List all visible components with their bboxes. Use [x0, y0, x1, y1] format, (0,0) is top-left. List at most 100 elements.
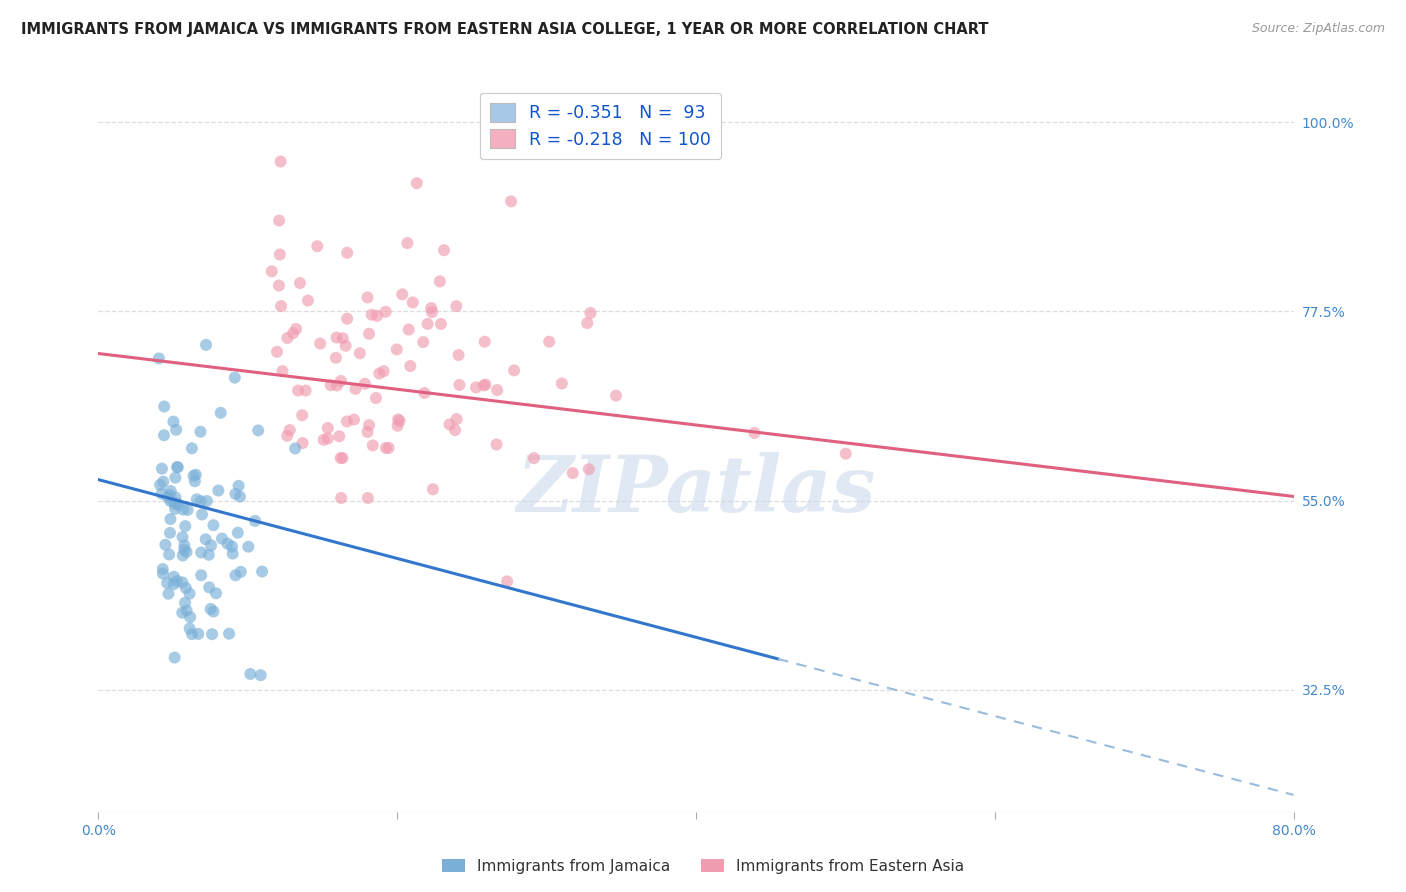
- Point: [260, 264, 283, 278]
- Point: [238, 540, 260, 554]
- Point: [166, 496, 188, 510]
- Point: [172, 606, 194, 620]
- Point: [269, 247, 291, 261]
- Point: [157, 587, 180, 601]
- Point: [523, 451, 546, 466]
- Point: [162, 415, 184, 429]
- Point: [156, 576, 179, 591]
- Point: [316, 432, 339, 446]
- Point: [152, 475, 174, 489]
- Point: [271, 364, 294, 378]
- Point: [433, 243, 456, 257]
- Point: [326, 378, 349, 392]
- Point: [374, 304, 396, 318]
- Point: [359, 326, 381, 341]
- Point: [159, 488, 181, 502]
- Point: [172, 502, 194, 516]
- Point: [561, 466, 583, 480]
- Text: Source: ZipAtlas.com: Source: ZipAtlas.com: [1251, 22, 1385, 36]
- Point: [218, 626, 240, 640]
- Point: [181, 627, 204, 641]
- Point: [150, 461, 173, 475]
- Point: [605, 389, 627, 403]
- Legend: Immigrants from Jamaica, Immigrants from Eastern Asia: Immigrants from Jamaica, Immigrants from…: [436, 853, 970, 880]
- Point: [184, 467, 207, 482]
- Point: [201, 627, 224, 641]
- Point: [284, 442, 307, 456]
- Point: [332, 450, 354, 465]
- Point: [387, 412, 409, 426]
- Point: [166, 460, 188, 475]
- Point: [420, 301, 443, 315]
- Point: [202, 605, 225, 619]
- Point: [276, 331, 298, 345]
- Point: [173, 538, 195, 552]
- Point: [179, 622, 201, 636]
- Point: [247, 424, 270, 438]
- Point: [446, 412, 468, 426]
- Point: [202, 518, 225, 533]
- Point: [377, 441, 399, 455]
- Point: [159, 525, 181, 540]
- Point: [157, 548, 180, 562]
- Point: [166, 574, 188, 588]
- Point: [198, 580, 221, 594]
- Point: [373, 364, 395, 378]
- Point: [172, 549, 194, 563]
- Point: [283, 326, 305, 340]
- Point: [398, 322, 420, 336]
- Point: [447, 348, 470, 362]
- Point: [399, 359, 422, 373]
- Point: [163, 570, 186, 584]
- Point: [449, 378, 471, 392]
- Point: [186, 492, 208, 507]
- Point: [163, 577, 186, 591]
- Point: [496, 574, 519, 589]
- Point: [446, 299, 468, 313]
- Point: [243, 514, 266, 528]
- Point: [332, 331, 354, 345]
- Point: [486, 383, 509, 397]
- Point: [165, 501, 187, 516]
- Point: [474, 334, 496, 349]
- Point: [156, 491, 179, 505]
- Point: [312, 433, 335, 447]
- Point: [329, 450, 352, 465]
- Point: [183, 468, 205, 483]
- Point: [187, 627, 209, 641]
- Point: [221, 540, 243, 554]
- Point: [576, 316, 599, 330]
- Point: [191, 508, 214, 522]
- Point: [179, 587, 201, 601]
- Point: [149, 478, 172, 492]
- Point: [167, 498, 190, 512]
- Point: [165, 491, 187, 505]
- Point: [344, 382, 367, 396]
- Point: [294, 384, 316, 398]
- Point: [485, 437, 508, 451]
- Point: [330, 491, 353, 505]
- Point: [297, 293, 319, 308]
- Point: [357, 491, 380, 505]
- Point: [184, 475, 207, 489]
- Point: [444, 423, 467, 437]
- Point: [439, 417, 461, 432]
- Point: [364, 391, 387, 405]
- Point: [176, 503, 198, 517]
- Point: [198, 548, 221, 562]
- Point: [152, 562, 174, 576]
- Point: [291, 409, 314, 423]
- Point: [278, 423, 301, 437]
- Point: [195, 338, 218, 352]
- Point: [402, 295, 425, 310]
- Point: [217, 537, 239, 551]
- Point: [152, 566, 174, 581]
- Point: [180, 442, 202, 456]
- Point: [329, 374, 352, 388]
- Point: [356, 425, 378, 439]
- Point: [472, 378, 495, 392]
- Point: [336, 415, 359, 429]
- Point: [163, 650, 186, 665]
- Point: [205, 586, 228, 600]
- Point: [309, 336, 332, 351]
